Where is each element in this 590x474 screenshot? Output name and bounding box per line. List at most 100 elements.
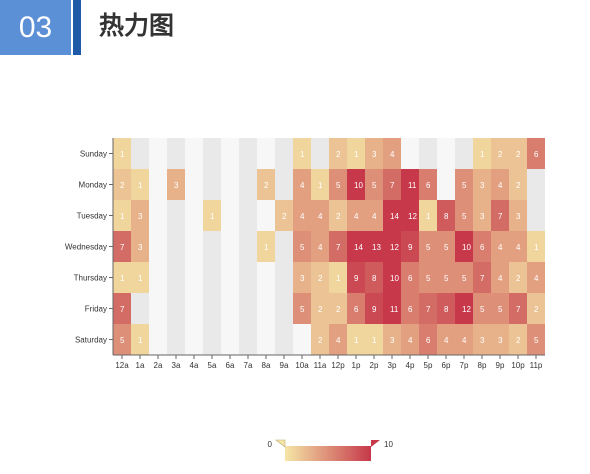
header-accent-stripe — [73, 0, 81, 55]
cell-value-label: 2 — [516, 150, 521, 159]
heatmap-cell — [203, 262, 221, 293]
heatmap-cell — [203, 324, 221, 355]
cell-value-label: 5 — [336, 181, 341, 190]
y-tick-label: Saturday — [75, 336, 107, 345]
cell-value-label: 6 — [426, 336, 431, 345]
cell-value-label: 6 — [534, 150, 539, 159]
heatmap-cell — [509, 138, 527, 169]
cell-value-label: 4 — [498, 274, 503, 283]
heatmap-cell — [329, 138, 347, 169]
x-tick-label: 11p — [530, 361, 543, 370]
cell-value-label: 2 — [534, 305, 539, 314]
cell-value-label: 4 — [336, 336, 341, 345]
cell-value-label: 4 — [444, 336, 449, 345]
heatmap-cell — [419, 324, 437, 355]
cell-value-label: 4 — [318, 243, 323, 252]
heatmap-cell — [149, 262, 167, 293]
heatmap-cell — [221, 169, 239, 200]
cell-value-label: 7 — [516, 305, 521, 314]
x-tick-label: 11a — [314, 361, 327, 370]
heatmap-cell — [257, 262, 275, 293]
cell-value-label: 3 — [480, 336, 485, 345]
heatmap-cell — [113, 231, 131, 262]
heatmap-cell — [383, 324, 401, 355]
section-number: 03 — [0, 0, 71, 55]
heatmap-cell — [257, 138, 275, 169]
heatmap-cell — [329, 262, 347, 293]
visual-map-min-label: 0 — [268, 440, 273, 449]
heatmap-cell — [455, 293, 473, 324]
heatmap-cell — [419, 138, 437, 169]
heatmap-cell — [311, 262, 329, 293]
axes — [109, 138, 545, 356]
cell-value-label: 10 — [462, 243, 471, 252]
heatmap-cell — [491, 231, 509, 262]
cell-value-label: 1 — [300, 150, 305, 159]
heatmap-cell — [221, 262, 239, 293]
heatmap-cell — [347, 231, 365, 262]
heatmap-cell — [257, 169, 275, 200]
heatmap-cell — [473, 169, 491, 200]
cell-value-label: 2 — [498, 150, 503, 159]
heatmap-cell — [293, 169, 311, 200]
heatmap-cell — [167, 169, 185, 200]
heatmap-cell — [293, 262, 311, 293]
cell-value-label: 6 — [354, 305, 359, 314]
heatmap-cell — [383, 138, 401, 169]
heatmap-cell — [383, 200, 401, 231]
heatmap-cell — [221, 324, 239, 355]
x-tick-label: 5a — [208, 361, 217, 370]
cell-value-label: 1 — [354, 150, 359, 159]
heatmap-cell — [221, 293, 239, 324]
heatmap-cell — [293, 324, 311, 355]
heatmap-cell — [491, 262, 509, 293]
heatmap-cell — [149, 293, 167, 324]
cell-value-label: 4 — [300, 212, 305, 221]
cell-value-label: 1 — [426, 212, 431, 221]
visual-map-max-label: 10 — [384, 440, 393, 449]
heatmap-cell — [149, 169, 167, 200]
heatmap-cell — [275, 293, 293, 324]
heatmap-cell — [455, 231, 473, 262]
heatmap-cell — [509, 169, 527, 200]
heatmap-cell — [311, 293, 329, 324]
heatmap-cell — [185, 200, 203, 231]
heatmap-cell — [329, 293, 347, 324]
heatmap-cell — [437, 324, 455, 355]
heatmap-cell — [437, 293, 455, 324]
heatmap-cell — [257, 293, 275, 324]
heatmap-cell — [149, 200, 167, 231]
heatmap-cell — [419, 293, 437, 324]
heatmap-cell — [311, 169, 329, 200]
y-tick-label: Sunday — [80, 150, 107, 159]
cell-value-label: 7 — [390, 181, 395, 190]
cell-value-label: 5 — [372, 181, 377, 190]
heatmap-cell — [275, 231, 293, 262]
heatmap-cell — [203, 293, 221, 324]
cell-value-label: 5 — [300, 243, 305, 252]
x-tick-label: 9a — [280, 361, 289, 370]
visual-map-min-handle[interactable] — [275, 439, 286, 448]
cell-value-label: 7 — [480, 274, 485, 283]
cell-value-label: 2 — [516, 336, 521, 345]
heatmap-cell — [527, 231, 545, 262]
heatmap-cell — [113, 324, 131, 355]
cell-value-label: 9 — [354, 274, 359, 283]
cell-value-label: 12 — [408, 212, 417, 221]
heatmap-cell — [167, 138, 185, 169]
heatmap-cell — [347, 293, 365, 324]
cell-value-label: 3 — [372, 150, 377, 159]
cell-value-label: 13 — [372, 243, 381, 252]
heatmap-cell — [167, 200, 185, 231]
heatmap-cell — [401, 293, 419, 324]
cell-value-label: 2 — [318, 274, 323, 283]
y-tick-label: Monday — [79, 181, 107, 190]
cell-value-label: 6 — [408, 305, 413, 314]
heatmap-cell — [185, 231, 203, 262]
heatmap-cell — [221, 200, 239, 231]
cell-value-label: 12 — [390, 243, 399, 252]
heatmap-cell — [131, 138, 149, 169]
heatmap-cell — [167, 324, 185, 355]
heatmap-cell — [329, 324, 347, 355]
visual-map-max-handle[interactable] — [371, 440, 380, 447]
